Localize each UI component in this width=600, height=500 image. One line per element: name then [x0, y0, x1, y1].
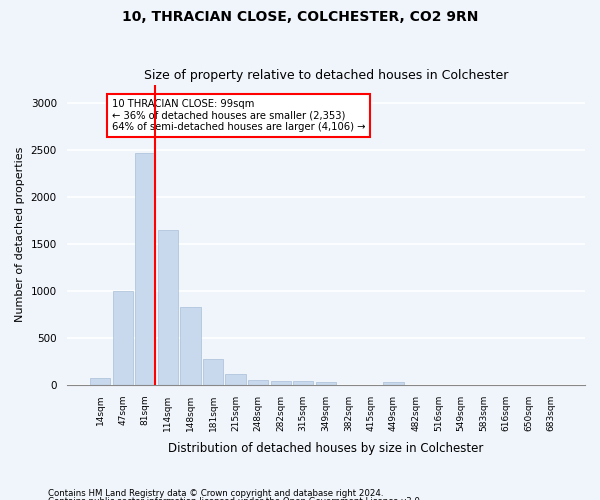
Text: 10, THRACIAN CLOSE, COLCHESTER, CO2 9RN: 10, THRACIAN CLOSE, COLCHESTER, CO2 9RN — [122, 10, 478, 24]
Bar — [135, 153, 155, 385]
Bar — [203, 360, 223, 385]
Bar — [248, 380, 268, 385]
Bar — [383, 382, 404, 385]
Bar — [158, 230, 178, 385]
Bar — [113, 291, 133, 385]
Bar — [293, 381, 313, 385]
Text: 10 THRACIAN CLOSE: 99sqm
← 36% of detached houses are smaller (2,353)
64% of sem: 10 THRACIAN CLOSE: 99sqm ← 36% of detach… — [112, 98, 365, 132]
Bar — [271, 381, 291, 385]
Bar — [226, 374, 246, 385]
Title: Size of property relative to detached houses in Colchester: Size of property relative to detached ho… — [143, 69, 508, 82]
Text: Contains public sector information licensed under the Open Government Licence v3: Contains public sector information licen… — [48, 497, 422, 500]
Y-axis label: Number of detached properties: Number of detached properties — [15, 147, 25, 322]
Text: Contains HM Land Registry data © Crown copyright and database right 2024.: Contains HM Land Registry data © Crown c… — [48, 490, 383, 498]
Bar — [90, 378, 110, 385]
Bar — [316, 382, 336, 385]
X-axis label: Distribution of detached houses by size in Colchester: Distribution of detached houses by size … — [168, 442, 484, 455]
Bar — [181, 307, 200, 385]
